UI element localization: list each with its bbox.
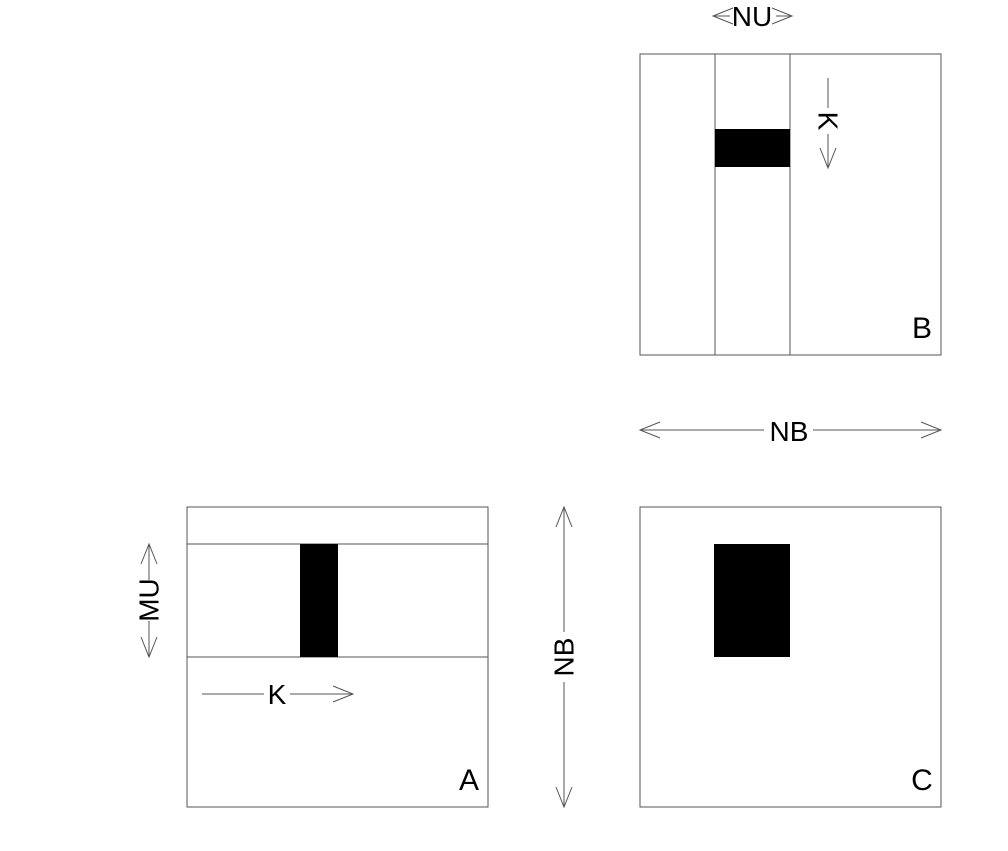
mu-dimension: MU — [134, 544, 165, 657]
matrix-a: A K — [186, 506, 489, 808]
matrix-c: C — [639, 506, 942, 808]
mu-label: MU — [134, 578, 165, 622]
matrix-b: B — [639, 53, 942, 356]
matrix-c-label: C — [911, 764, 933, 797]
nb-vertical-dimension: NB — [549, 507, 580, 807]
matrix-b-block — [715, 129, 790, 167]
matrix-a-block — [300, 544, 338, 657]
nb-horizontal-dimension: NB — [640, 416, 941, 447]
matrix-c-block — [714, 544, 790, 657]
matrix-b-label: B — [912, 312, 932, 345]
matrix-c-border — [639, 506, 942, 808]
nb-vertical-label: NB — [549, 638, 580, 677]
nu-dimension: NU — [713, 1, 792, 32]
nb-horizontal-label: NB — [770, 416, 809, 447]
nu-label: NU — [732, 1, 772, 32]
matrix-a-label: A — [459, 764, 479, 797]
k-dimension-b: K — [813, 78, 844, 168]
k-b-label: K — [813, 112, 844, 131]
k-a-label: K — [268, 679, 287, 710]
